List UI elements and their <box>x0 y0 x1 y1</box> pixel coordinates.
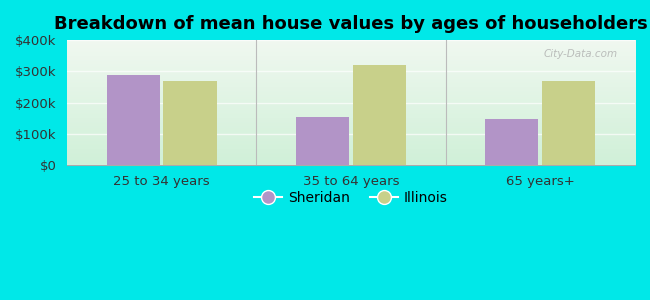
Bar <box>353 65 406 165</box>
Text: City-Data.com: City-Data.com <box>544 49 618 59</box>
Legend: Sheridan, Illinois: Sheridan, Illinois <box>249 185 453 210</box>
Title: Breakdown of mean house values by ages of householders: Breakdown of mean house values by ages o… <box>54 15 648 33</box>
Bar <box>164 81 216 165</box>
Bar <box>107 75 160 165</box>
Bar <box>486 119 538 165</box>
Bar <box>296 117 349 165</box>
Bar <box>542 81 595 165</box>
